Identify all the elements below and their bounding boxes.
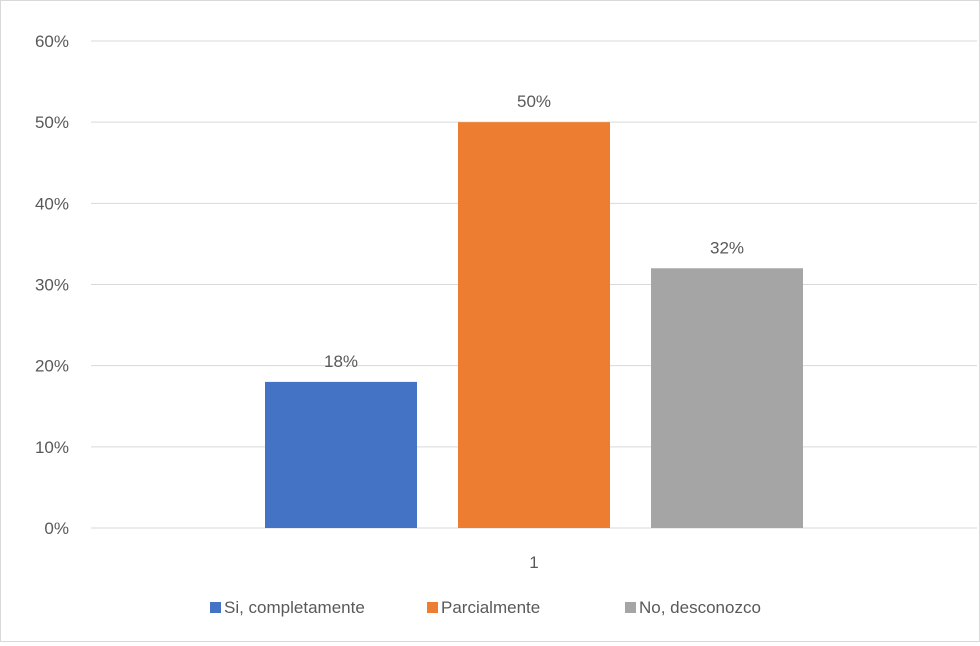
bar [458, 122, 610, 529]
y-tick-label: 50% [35, 113, 69, 132]
legend-swatch [625, 602, 636, 613]
data-label: 50% [517, 92, 551, 111]
bar [265, 381, 417, 528]
legend-swatch [210, 602, 221, 613]
x-axis-tick-labels: 1 [529, 553, 538, 572]
bar [651, 268, 803, 528]
y-tick-label: 20% [35, 357, 69, 376]
legend-label: Si, completamente [224, 598, 365, 617]
legend: Si, completamente Parcialmente No, descono… [210, 598, 761, 617]
legend-swatch [427, 602, 438, 613]
y-tick-label: 60% [35, 32, 69, 51]
y-tick-label: 10% [35, 438, 69, 457]
y-tick-label: 30% [35, 276, 69, 295]
y-tick-label: 40% [35, 194, 69, 213]
legend-label: No, desconozco [639, 598, 761, 617]
data-label: 18% [324, 352, 358, 371]
legend-label: Parcialmente [441, 598, 540, 617]
y-tick-label: 0% [44, 519, 69, 538]
y-axis-tick-labels: 0% 10% 20% 30% 40% 50% 60% [35, 32, 69, 538]
data-label: 32% [710, 238, 744, 257]
x-tick-label: 1 [529, 553, 538, 572]
data-labels: 18% 50% 32% [324, 92, 744, 371]
bars [265, 122, 803, 529]
